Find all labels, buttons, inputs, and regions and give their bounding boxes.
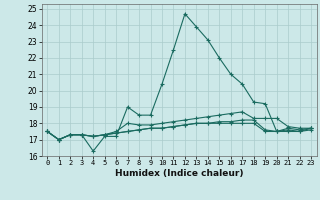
X-axis label: Humidex (Indice chaleur): Humidex (Indice chaleur) bbox=[115, 169, 244, 178]
